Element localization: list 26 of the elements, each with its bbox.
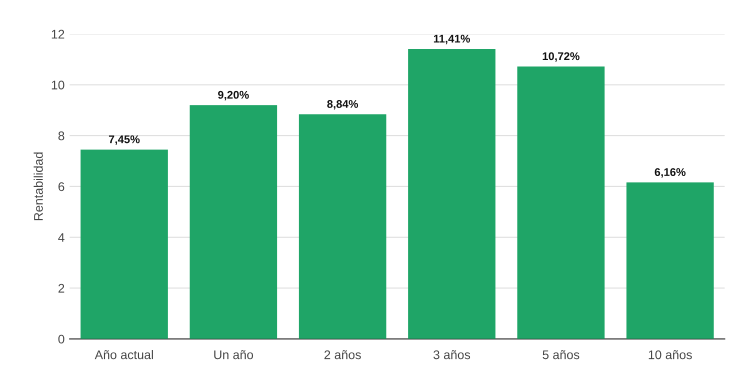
x-tick-label: 2 años <box>324 350 361 360</box>
x-tick-label: Un año <box>214 350 254 360</box>
bar <box>517 66 605 339</box>
bar <box>408 48 496 339</box>
data-label: 9,20% <box>218 90 249 100</box>
x-tick-label: 3 años <box>433 350 470 360</box>
y-tick-label: 6 <box>58 182 64 192</box>
y-axis-title: Rentabilidad <box>34 152 43 220</box>
data-label: 6,16% <box>654 168 686 178</box>
x-tick-label: Año actual <box>94 350 153 360</box>
y-tick-label: 0 <box>58 334 64 344</box>
y-tick-label: 10 <box>52 80 64 90</box>
y-tick-label: 12 <box>52 30 64 38</box>
bar <box>626 182 714 339</box>
y-tick-label: 4 <box>58 233 64 242</box>
x-tick-label: 10 años <box>648 350 692 360</box>
data-label: 11,41% <box>434 34 470 44</box>
bar <box>298 114 386 339</box>
data-label: 8,84% <box>327 100 358 110</box>
y-tick-label: 2 <box>58 284 64 293</box>
x-tick-label: 5 años <box>542 350 580 360</box>
bar <box>80 150 168 339</box>
data-label: 7,45% <box>108 135 140 145</box>
bar <box>190 105 278 339</box>
y-tick-label: 8 <box>58 131 64 140</box>
data-label: 10,72% <box>542 52 580 62</box>
